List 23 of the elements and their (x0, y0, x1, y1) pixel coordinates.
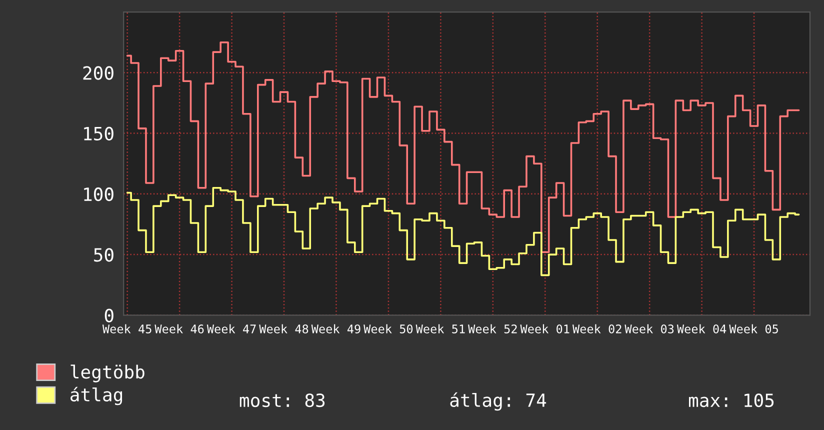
x-tick-label: Week 50 (364, 324, 413, 334)
x-tick-label: Week 45 (102, 324, 152, 334)
x-tick-label: Week 51 (416, 324, 465, 334)
x-tick-label: Week 01 (520, 324, 570, 334)
y-tick-label: 200 (83, 66, 114, 80)
x-tick-label: Week 02 (572, 324, 622, 334)
text: max: 105 (689, 393, 774, 408)
y-tick-label: 100 (84, 187, 114, 202)
text: most: 83 (240, 393, 325, 408)
y-tick-label: 0 (104, 308, 114, 322)
x-tick-label: Week 52 (468, 324, 517, 334)
x-tick-label: Week 49 (311, 324, 360, 334)
x-tick-label: Week 05 (729, 324, 778, 334)
x-tick-label: Week 47 (206, 324, 256, 334)
x-tick-label: Week 46 (154, 324, 204, 334)
text: átlag: 74 (450, 392, 546, 411)
x-tick-label: Week 03 (624, 324, 674, 334)
y-tick-label: 150 (84, 126, 114, 140)
x-tick-label: Week 04 (676, 324, 726, 334)
legend-label: legtöbb (70, 364, 144, 382)
y-tick-label: 50 (94, 248, 114, 262)
x-tick-label: Week 48 (259, 324, 308, 334)
legend-label: átlag (70, 386, 122, 406)
